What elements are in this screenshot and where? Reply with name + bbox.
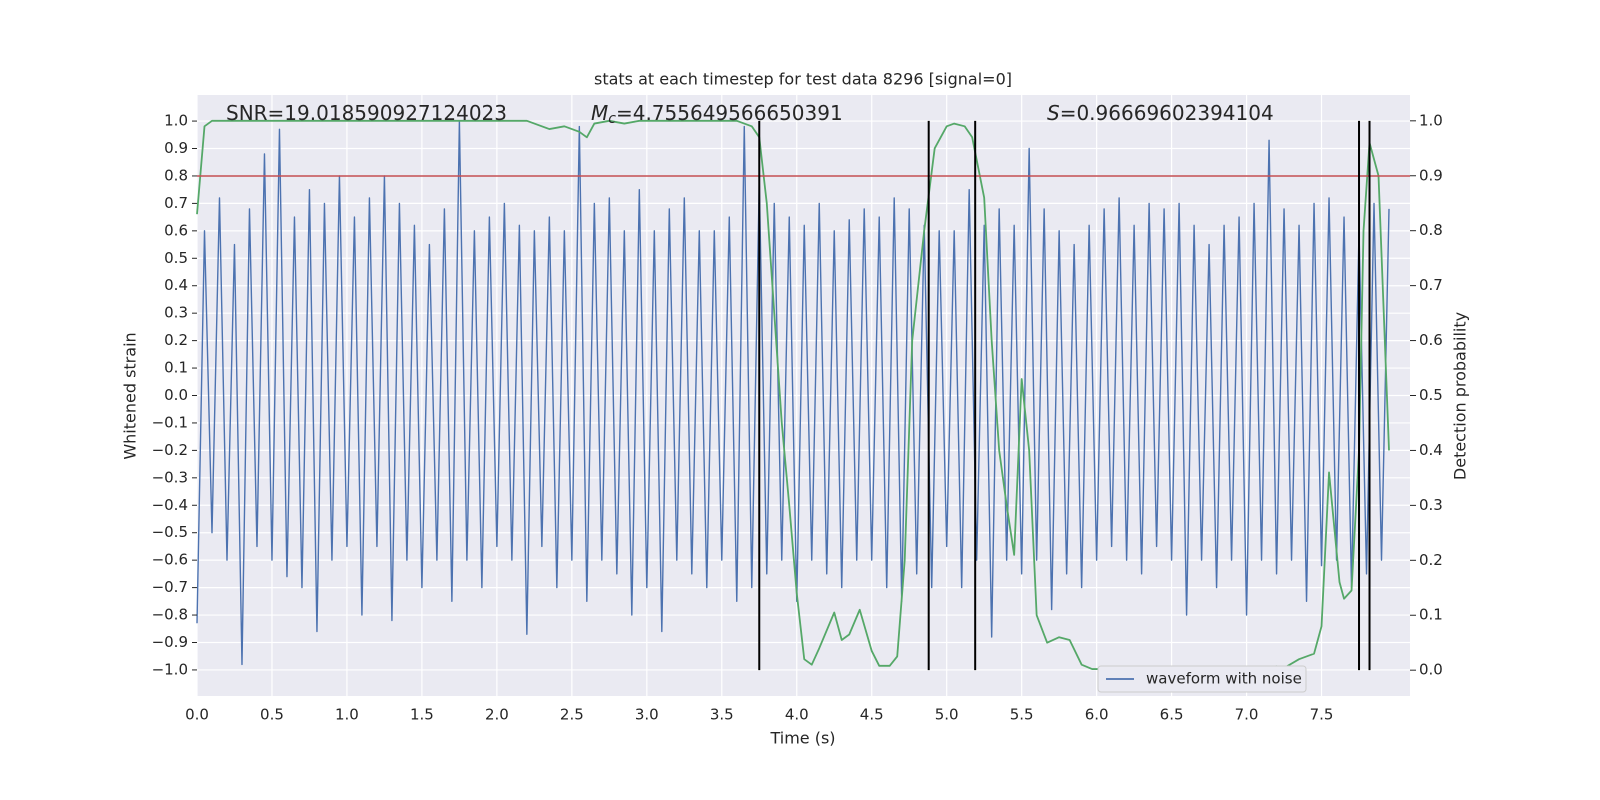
x-tick-label: 0.5 [260, 706, 284, 724]
chart-title: stats at each timestep for test data 829… [594, 70, 1012, 89]
x-axis-label: Time (s) [769, 729, 835, 748]
annotation-symbol: S [1047, 101, 1060, 125]
y-tick-label: −0.6 [152, 551, 188, 569]
y2-tick-label: 0.5 [1419, 386, 1443, 404]
y-tick-label: −0.1 [152, 413, 188, 431]
x-tick-label: 3.0 [635, 706, 659, 724]
x-tick-label: 1.0 [335, 706, 359, 724]
x-tick-label: 1.5 [410, 706, 434, 724]
x-tick-label: 3.5 [710, 706, 734, 724]
y-tick-label: −0.2 [152, 441, 188, 459]
annotation: Mc=4.755649566650391 [591, 101, 843, 128]
y-tick-label: −0.4 [152, 496, 188, 514]
y-tick-label: −0.9 [152, 633, 188, 651]
y-tick-label: 0.3 [164, 304, 188, 322]
y-tick-label: 0.2 [164, 331, 188, 349]
legend-box [1097, 665, 1307, 693]
annotation: S=0.96669602394104 [1047, 101, 1274, 125]
y-tick-label: 0.1 [164, 359, 188, 377]
annotation-subscript: c [608, 111, 616, 127]
annotation-text: =4.755649566650391 [616, 101, 843, 125]
y-tick-label: −0.7 [152, 578, 188, 596]
y-tick-label: −0.5 [152, 523, 188, 541]
y2-tick-label: 0.9 [1419, 166, 1443, 184]
y2-tick-label: 0.0 [1419, 661, 1443, 679]
x-tick-label: 7.5 [1310, 706, 1334, 724]
y-tick-label: 0.7 [164, 194, 188, 212]
y-tick-label: −1.0 [152, 660, 188, 678]
annotation-symbol: M [591, 101, 608, 125]
legend: waveform with noise [1097, 665, 1307, 693]
x-tick-label: 7.0 [1235, 706, 1259, 724]
y2-axis-label: Detection probability [1451, 312, 1470, 480]
annotation: SNR=19.018590927124023 [226, 101, 507, 125]
y-tick-label: 0.6 [164, 221, 188, 239]
y2-tick-label: 0.1 [1419, 606, 1443, 624]
y2-tick-label: 0.8 [1419, 221, 1443, 239]
y-tick-label: 1.0 [164, 112, 188, 130]
x-tick-label: 4.0 [785, 706, 809, 724]
y-tick-label: 0.5 [164, 249, 188, 267]
legend-label: waveform with noise [1146, 670, 1302, 688]
x-tick-label: 2.5 [560, 706, 584, 724]
annotation-text: SNR=19.018590927124023 [226, 101, 507, 125]
x-tick-label: 6.0 [1085, 706, 1109, 724]
y2-tick-label: 1.0 [1419, 111, 1443, 129]
series-line [196, 120, 1390, 666]
y-tick-label: 0.9 [164, 139, 188, 157]
x-tick-label: 4.5 [860, 706, 884, 724]
y-axis-label: Whitened strain [121, 332, 140, 459]
y-tick-label: 0.4 [164, 276, 188, 294]
y2-tick-label: 0.7 [1419, 276, 1443, 294]
x-tick-label: 2.0 [485, 706, 509, 724]
x-tick-label: 6.5 [1160, 706, 1184, 724]
x-tick-label: 0.0 [185, 706, 209, 724]
y2-tick-label: 0.6 [1419, 331, 1443, 349]
y2-tick-label: 0.2 [1419, 551, 1443, 569]
x-tick-label: 5.5 [1010, 706, 1034, 724]
y2-tick-label: 0.4 [1419, 441, 1443, 459]
y-tick-label: 0.0 [164, 386, 188, 404]
annotation-text: =0.96669602394104 [1060, 101, 1274, 125]
marks [196, 119, 1410, 671]
y2-tick-label: 0.3 [1419, 496, 1443, 514]
y-tick-label: −0.3 [152, 468, 188, 486]
x-tick-label: 5.0 [935, 706, 959, 724]
y-tick-label: −0.8 [152, 606, 188, 624]
y-tick-label: 0.8 [164, 166, 188, 184]
